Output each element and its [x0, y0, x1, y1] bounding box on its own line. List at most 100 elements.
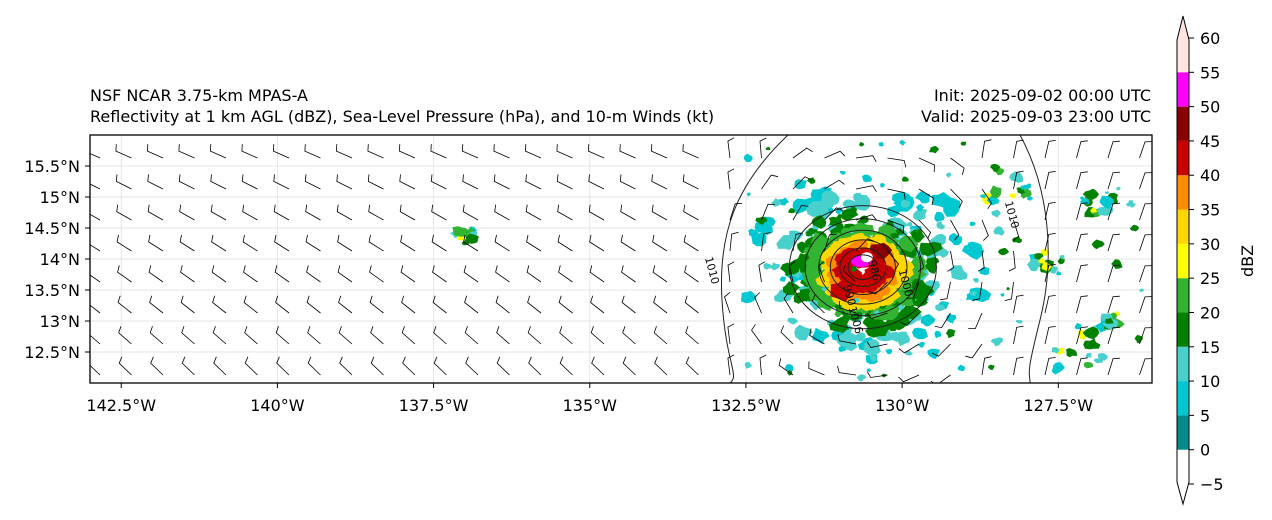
echo-cell — [934, 304, 946, 312]
wind-barb — [433, 326, 447, 345]
colorbar-segment — [1177, 312, 1189, 347]
wind-barb — [556, 174, 573, 190]
wind-barb — [1107, 295, 1120, 314]
wind-barb — [965, 343, 983, 359]
wind-barb — [759, 354, 767, 376]
wind-barb — [868, 281, 888, 295]
wind-barb — [981, 188, 993, 210]
wind-barb — [1107, 264, 1120, 283]
wind-barb — [336, 174, 353, 190]
wind-barb — [906, 281, 920, 299]
wind-barb — [727, 137, 735, 159]
wind-barb — [210, 174, 227, 190]
lon-tick-label: 140°W — [250, 396, 305, 415]
colorbar-segment — [1177, 449, 1189, 504]
echo-cell — [1000, 293, 1005, 297]
wind-barb — [179, 234, 195, 252]
wind-barb — [754, 292, 762, 314]
wind-barb — [591, 356, 605, 376]
wind-barb — [398, 144, 416, 159]
colorbar-segment — [1177, 140, 1189, 176]
wind-barb — [180, 265, 195, 283]
echo-cell — [986, 195, 1000, 206]
wind-barb — [683, 234, 699, 252]
echo-cell — [915, 191, 931, 204]
echo-cell — [1049, 266, 1058, 274]
wind-barb — [1076, 202, 1088, 221]
wind-barb — [90, 334, 101, 345]
echo-cell — [765, 146, 771, 151]
wind-barb — [370, 326, 384, 345]
wind-barb — [148, 234, 164, 252]
wind-barb — [968, 312, 983, 330]
pressure-label: 1010 — [702, 255, 722, 285]
wind-barb — [1076, 140, 1088, 159]
colorbar-segment — [1177, 16, 1189, 73]
reflectivity-echoes — [449, 140, 1145, 382]
wind-barb — [622, 356, 636, 376]
fields-title: Reflectivity at 1 km AGL (dBZ), Sea-Leve… — [90, 107, 715, 126]
wind-barb — [1139, 172, 1152, 190]
colorbar-tick-label: 40 — [1200, 166, 1220, 185]
wind-barb — [557, 234, 573, 252]
colorbar-tick-label: 25 — [1200, 269, 1220, 288]
wind-barb — [1044, 264, 1056, 283]
wind-barb — [431, 204, 447, 221]
wind-barb — [684, 295, 699, 314]
echo-cell — [1027, 258, 1041, 272]
wind-barb — [305, 204, 321, 221]
echo-cell — [899, 140, 907, 146]
wind-barb — [887, 219, 904, 233]
pressure-label: 986 — [865, 259, 883, 283]
echo-cell — [1083, 362, 1093, 369]
colorbar-outline — [1176, 15, 1190, 506]
echo-cell — [949, 265, 968, 281]
wind-barb — [181, 356, 195, 376]
colorbar-segment — [1177, 175, 1189, 210]
wind-barb — [1013, 139, 1024, 159]
echo-cell — [1020, 184, 1027, 190]
echo-cell — [841, 208, 859, 221]
wind-barb — [210, 204, 227, 221]
wind-barb — [430, 174, 447, 190]
wind-barb — [276, 356, 290, 376]
echo-cell — [878, 141, 884, 147]
wind-barb — [818, 261, 825, 283]
wind-barb — [462, 174, 479, 190]
echo-cell — [997, 247, 1010, 256]
echo-cell — [1038, 258, 1046, 264]
echo-cell — [1034, 253, 1044, 260]
echo-cell — [934, 330, 942, 339]
wind-barb — [866, 341, 888, 348]
map-gridlines — [90, 135, 1152, 383]
echo-cell — [844, 329, 852, 337]
wind-barb — [855, 155, 877, 162]
lon-tick-label: 132.5°W — [711, 396, 781, 415]
wind-barb — [650, 144, 668, 159]
wind-barb — [1012, 219, 1020, 241]
lon-tick-label: 142.5°W — [86, 396, 156, 415]
wind-barb — [147, 204, 164, 221]
echo-cell — [1041, 261, 1052, 272]
echo-cell — [979, 267, 990, 275]
wind-barb — [792, 204, 809, 221]
echo-cell — [929, 145, 940, 154]
lon-tick-label: 130°W — [875, 396, 930, 415]
colorbar-segment — [1177, 346, 1189, 382]
wind-barb — [1044, 357, 1056, 376]
echo-cell — [980, 194, 986, 199]
wind-barb — [305, 234, 321, 252]
pressure-label: 990 — [840, 283, 858, 307]
wind-barb — [621, 295, 636, 314]
wind-barb — [274, 234, 290, 252]
echo-cell — [1051, 362, 1065, 375]
wind-barb — [496, 326, 510, 345]
echo-cell — [868, 283, 876, 289]
wind-barb — [337, 265, 353, 283]
wind-barb — [1139, 296, 1152, 314]
chart-title-right: Init: 2025-09-02 00:00 UTC Valid: 2025-0… — [921, 85, 1151, 127]
wind-barb — [367, 144, 384, 159]
wind-barb — [558, 295, 573, 314]
echo-cell — [870, 355, 877, 362]
wind-barbs — [90, 137, 1152, 383]
